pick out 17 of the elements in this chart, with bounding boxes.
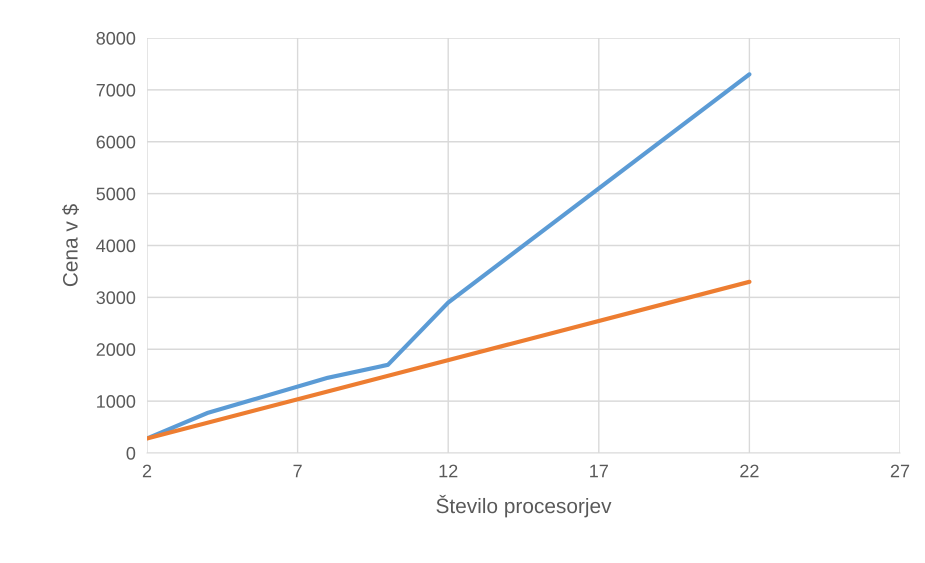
y-tick-label: 3000 <box>96 291 136 304</box>
x-axis-title: Število procesorjev <box>436 494 612 518</box>
y-tick-label: 8000 <box>96 32 136 45</box>
y-axis-title: Cena v $ <box>62 204 79 286</box>
x-tick-label: 22 <box>740 464 759 478</box>
x-tick-label: 17 <box>590 464 608 478</box>
y-tick-label: 7000 <box>96 84 136 97</box>
y-tick-label: 6000 <box>96 136 136 148</box>
y-tick-label: 0 <box>126 446 136 460</box>
y-tick-label: 1000 <box>97 395 136 408</box>
x-tick-label: 27 <box>890 464 910 478</box>
y-tick-label: 2000 <box>96 343 136 356</box>
y-tick-label: 4000 <box>96 239 136 252</box>
x-tick-label: 12 <box>440 464 458 478</box>
x-tick-label: 2 <box>142 464 152 478</box>
x-tick-label: 7 <box>294 464 302 478</box>
y-tick-label: 5000 <box>96 188 136 200</box>
